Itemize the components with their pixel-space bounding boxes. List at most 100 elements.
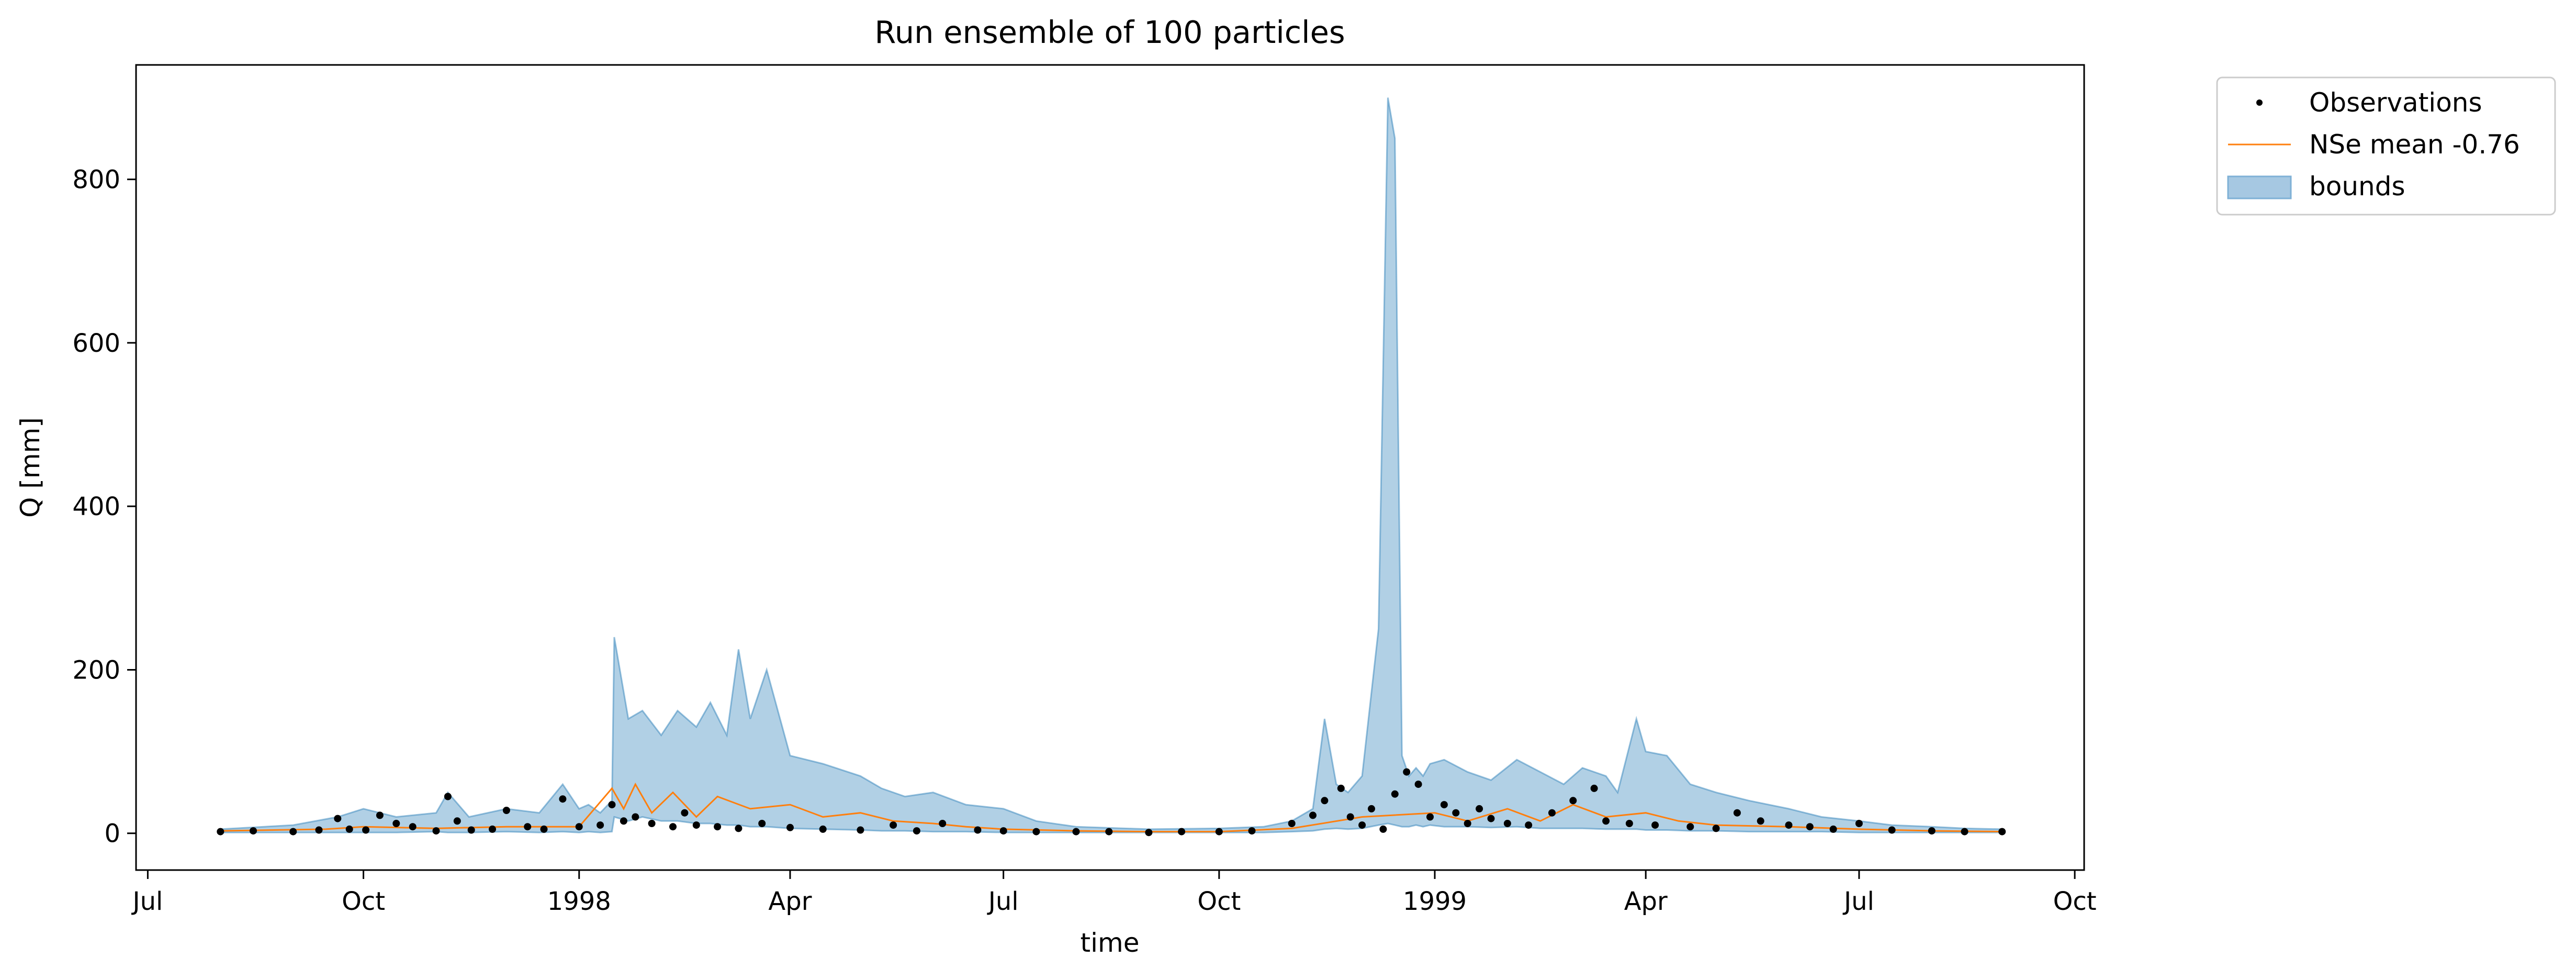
observation-point: [289, 828, 297, 836]
x-tick-label: 1999: [1403, 887, 1467, 916]
observation-point: [1503, 820, 1511, 827]
observation-point: [1391, 790, 1399, 798]
observation-point: [1961, 828, 1968, 836]
x-tick-label: Apr: [1624, 887, 1668, 916]
observation-point: [1337, 784, 1345, 792]
observation-point: [1590, 784, 1598, 792]
observation-point: [1487, 815, 1495, 822]
observation-point: [692, 821, 700, 829]
y-tick-label: 0: [104, 819, 120, 849]
observation-point: [1733, 809, 1741, 817]
observation-point: [467, 826, 475, 834]
x-axis-title: time: [1081, 928, 1140, 958]
observation-point: [1288, 820, 1296, 827]
axes: Jul Oct 1998 Apr Jul Oct 1999 Apr Jul Oct 0 200 400 6…: [72, 165, 2096, 916]
observation-point: [217, 828, 224, 836]
observation-point: [1476, 805, 1483, 812]
observation-point: [714, 823, 722, 831]
observation-point: [1178, 828, 1186, 836]
observation-point: [1426, 813, 1434, 821]
observation-point: [575, 823, 583, 831]
observation-point: [1548, 809, 1556, 817]
observation-point: [857, 826, 864, 834]
observation-point: [444, 793, 452, 800]
observation-point: [1806, 823, 1814, 831]
x-tick-label: Jul: [1842, 887, 1874, 916]
observation-point: [648, 820, 656, 827]
observation-point: [632, 813, 639, 821]
observation-point: [819, 825, 827, 833]
observation-point: [681, 809, 689, 817]
observation-point: [1032, 828, 1040, 836]
observation-point: [1998, 828, 2006, 836]
observation-point: [1379, 825, 1387, 833]
observation-point: [608, 801, 616, 809]
observation-point: [250, 827, 257, 835]
x-tick-label: 1998: [547, 887, 611, 916]
observation-point: [362, 826, 370, 834]
plot-area: [217, 97, 2006, 837]
observation-point: [1888, 826, 1896, 834]
observation-point: [1686, 823, 1694, 831]
observation-point: [1785, 821, 1793, 829]
observation-point: [409, 823, 417, 831]
observation-point: [1105, 828, 1113, 836]
observation-point: [999, 827, 1007, 835]
y-tick-label: 800: [72, 165, 120, 195]
y-axis-title: Q [mm]: [15, 417, 46, 518]
observation-point: [1452, 809, 1460, 817]
observation-point: [1625, 820, 1633, 827]
observation-point: [334, 815, 342, 822]
observation-point: [974, 826, 982, 834]
y-tick-label: 600: [72, 329, 120, 358]
observation-point: [1855, 820, 1863, 827]
observation-point: [453, 817, 461, 825]
observation-point: [735, 825, 743, 832]
observation-point: [559, 795, 567, 803]
observation-point: [1464, 820, 1471, 827]
observation-point: [1248, 827, 1256, 835]
observation-point: [432, 827, 440, 835]
observation-point: [669, 823, 677, 831]
plot-frame: [135, 64, 2085, 871]
legend-bounds-label: bounds: [2309, 171, 2405, 202]
legend: Observations NSe mean -0.76 bounds: [2216, 76, 2556, 216]
observation-point: [913, 827, 920, 835]
x-tick-label: Jul: [131, 887, 163, 916]
chart-title: Run ensemble of 100 particles: [874, 14, 1345, 50]
observation-point: [1712, 825, 1720, 832]
observation-point: [1829, 825, 1837, 833]
legend-frame: [2216, 76, 2556, 216]
observation-point: [1414, 781, 1422, 788]
observation-point: [1569, 797, 1577, 805]
observation-point: [1215, 828, 1223, 836]
x-tick-label: Oct: [342, 887, 385, 916]
observation-point: [502, 807, 510, 814]
observation-point: [1440, 801, 1448, 809]
observation-point: [890, 821, 897, 829]
legend-observations-marker: [2256, 99, 2263, 106]
observation-point: [1346, 813, 1354, 821]
legend-bounds-swatch: [2227, 175, 2292, 199]
observation-point: [786, 823, 794, 831]
observation-point: [392, 820, 400, 827]
observation-point: [597, 821, 604, 829]
legend-observations-label: Observations: [2309, 87, 2482, 118]
observation-point: [1403, 768, 1411, 776]
observation-point: [620, 817, 627, 825]
observation-point: [376, 811, 384, 819]
observation-point: [1757, 817, 1764, 825]
observation-point: [1358, 821, 1366, 829]
observation-point: [758, 820, 766, 827]
x-tick-label: Oct: [1197, 887, 1241, 916]
x-tick-label: Apr: [768, 887, 812, 916]
observation-point: [1651, 821, 1659, 829]
observation-point: [1309, 811, 1317, 819]
y-tick-label: 400: [72, 492, 120, 521]
observation-point: [1525, 821, 1533, 829]
observation-point: [1072, 828, 1080, 836]
observation-point: [489, 825, 496, 833]
mean-line: [220, 782, 2003, 833]
observation-point: [540, 825, 548, 833]
